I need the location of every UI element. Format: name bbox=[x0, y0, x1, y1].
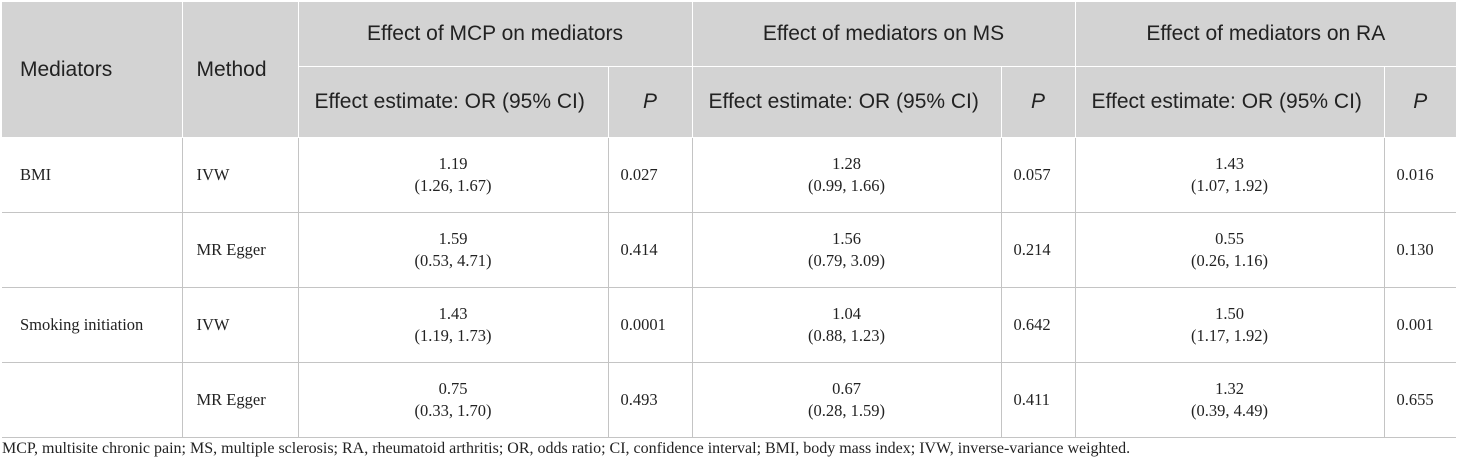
header-row-groups: Mediators Method Effect of MCP on mediat… bbox=[2, 2, 1457, 138]
cell-estimate: 0.55 (0.26, 1.16) bbox=[1075, 212, 1385, 288]
estimate-or: 0.67 bbox=[832, 378, 861, 398]
header-group-mcp-on-mediators: Effect of MCP on mediators bbox=[298, 2, 693, 67]
mediation-results-table: Mediators Method Effect of MCP on mediat… bbox=[2, 2, 1457, 438]
results-table-container: Mediators Method Effect of MCP on mediat… bbox=[2, 2, 1457, 438]
header-method: Method bbox=[182, 2, 299, 138]
cell-p-value: 0.411 bbox=[1001, 362, 1076, 438]
estimate-ci: (0.33, 1.70) bbox=[414, 400, 492, 420]
cell-method: MR Egger bbox=[182, 362, 299, 438]
cell-p-value: 0.414 bbox=[608, 212, 693, 288]
estimate-or: 1.04 bbox=[832, 303, 861, 323]
estimate-or: 0.55 bbox=[1215, 228, 1244, 248]
estimate-or: 1.59 bbox=[438, 228, 468, 248]
estimate-ci: (0.88, 1.23) bbox=[808, 325, 886, 345]
estimate-ci: (0.39, 4.49) bbox=[1191, 400, 1269, 420]
cell-p-value: 0.057 bbox=[1001, 137, 1076, 213]
table-row: MR Egger 1.59 (0.53, 4.71) 0.414 1.56 (0.7… bbox=[2, 212, 1457, 288]
header-estimate-2: Effect estimate: OR (95% CI) bbox=[692, 66, 1002, 138]
table-row: Smoking initiation IVW 1.43 (1.19, 1.73) … bbox=[2, 287, 1457, 363]
cell-estimate: 1.43 (1.07, 1.92) bbox=[1075, 137, 1385, 213]
estimate-or: 1.19 bbox=[438, 153, 468, 173]
cell-estimate: 1.56 (0.79, 3.09) bbox=[692, 212, 1002, 288]
header-row-subcolumns: Effect estimate: OR (95% CI) P Effect es… bbox=[2, 66, 1457, 138]
estimate-ci: (0.99, 1.66) bbox=[808, 175, 886, 195]
estimate-ci: (1.07, 1.92) bbox=[1191, 175, 1269, 195]
estimate-ci: (1.19, 1.73) bbox=[414, 325, 492, 345]
cell-estimate: 0.67 (0.28, 1.59) bbox=[692, 362, 1002, 438]
table-footnote: MCP, multisite chronic pain; MS, multipl… bbox=[2, 440, 1131, 457]
table-row: MR Egger 0.75 (0.33, 1.70) 0.493 0.67 (0.2… bbox=[2, 362, 1457, 438]
cell-method: IVW bbox=[182, 137, 299, 213]
cell-mediator: Smoking initiation bbox=[2, 287, 183, 363]
cell-p-value: 0.001 bbox=[1384, 287, 1457, 363]
cell-estimate: 1.43 (1.19, 1.73) bbox=[298, 287, 609, 363]
header-estimate-3: Effect estimate: OR (95% CI) bbox=[1075, 66, 1385, 138]
table-row: BMI IVW 1.19 (1.26, 1.67) 0.027 1.28 (0.99… bbox=[2, 137, 1457, 213]
cell-p-value: 0.655 bbox=[1384, 362, 1457, 438]
estimate-or: 1.50 bbox=[1215, 303, 1244, 323]
cell-mediator: BMI bbox=[2, 137, 183, 213]
cell-mediator bbox=[2, 362, 183, 438]
cell-estimate: 1.59 (0.53, 4.71) bbox=[298, 212, 609, 288]
estimate-ci: (0.28, 1.59) bbox=[808, 400, 886, 420]
cell-p-value: 0.016 bbox=[1384, 137, 1457, 213]
header-p-2: P bbox=[1001, 66, 1076, 138]
cell-method: IVW bbox=[182, 287, 299, 363]
estimate-ci: (1.17, 1.92) bbox=[1191, 325, 1269, 345]
estimate-or: 1.56 bbox=[832, 228, 861, 248]
header-estimate-1: Effect estimate: OR (95% CI) bbox=[298, 66, 609, 138]
cell-estimate: 1.19 (1.26, 1.67) bbox=[298, 137, 609, 213]
cell-p-value: 0.0001 bbox=[608, 287, 693, 363]
estimate-or: 0.75 bbox=[438, 378, 468, 398]
cell-p-value: 0.642 bbox=[1001, 287, 1076, 363]
header-mediators: Mediators bbox=[2, 2, 183, 138]
cell-estimate: 1.50 (1.17, 1.92) bbox=[1075, 287, 1385, 363]
header-p-1: P bbox=[608, 66, 693, 138]
estimate-or: 1.43 bbox=[1215, 153, 1244, 173]
cell-estimate: 1.04 (0.88, 1.23) bbox=[692, 287, 1002, 363]
cell-p-value: 0.214 bbox=[1001, 212, 1076, 288]
header-group-mediators-on-ra: Effect of mediators on RA bbox=[1075, 2, 1457, 67]
header-p-3: P bbox=[1384, 66, 1457, 138]
cell-p-value: 0.130 bbox=[1384, 212, 1457, 288]
cell-p-value: 0.493 bbox=[608, 362, 693, 438]
estimate-ci: (0.53, 4.71) bbox=[414, 250, 492, 270]
cell-method: MR Egger bbox=[182, 212, 299, 288]
estimate-ci: (0.26, 1.16) bbox=[1191, 250, 1269, 270]
cell-p-value: 0.027 bbox=[608, 137, 693, 213]
estimate-or: 1.32 bbox=[1215, 378, 1244, 398]
estimate-ci: (1.26, 1.67) bbox=[414, 175, 492, 195]
estimate-ci: (0.79, 3.09) bbox=[808, 250, 886, 270]
cell-mediator bbox=[2, 212, 183, 288]
cell-estimate: 1.28 (0.99, 1.66) bbox=[692, 137, 1002, 213]
estimate-or: 1.28 bbox=[832, 153, 861, 173]
estimate-or: 1.43 bbox=[438, 303, 468, 323]
cell-estimate: 0.75 (0.33, 1.70) bbox=[298, 362, 609, 438]
header-group-mediators-on-ms: Effect of mediators on MS bbox=[692, 2, 1076, 67]
cell-estimate: 1.32 (0.39, 4.49) bbox=[1075, 362, 1385, 438]
